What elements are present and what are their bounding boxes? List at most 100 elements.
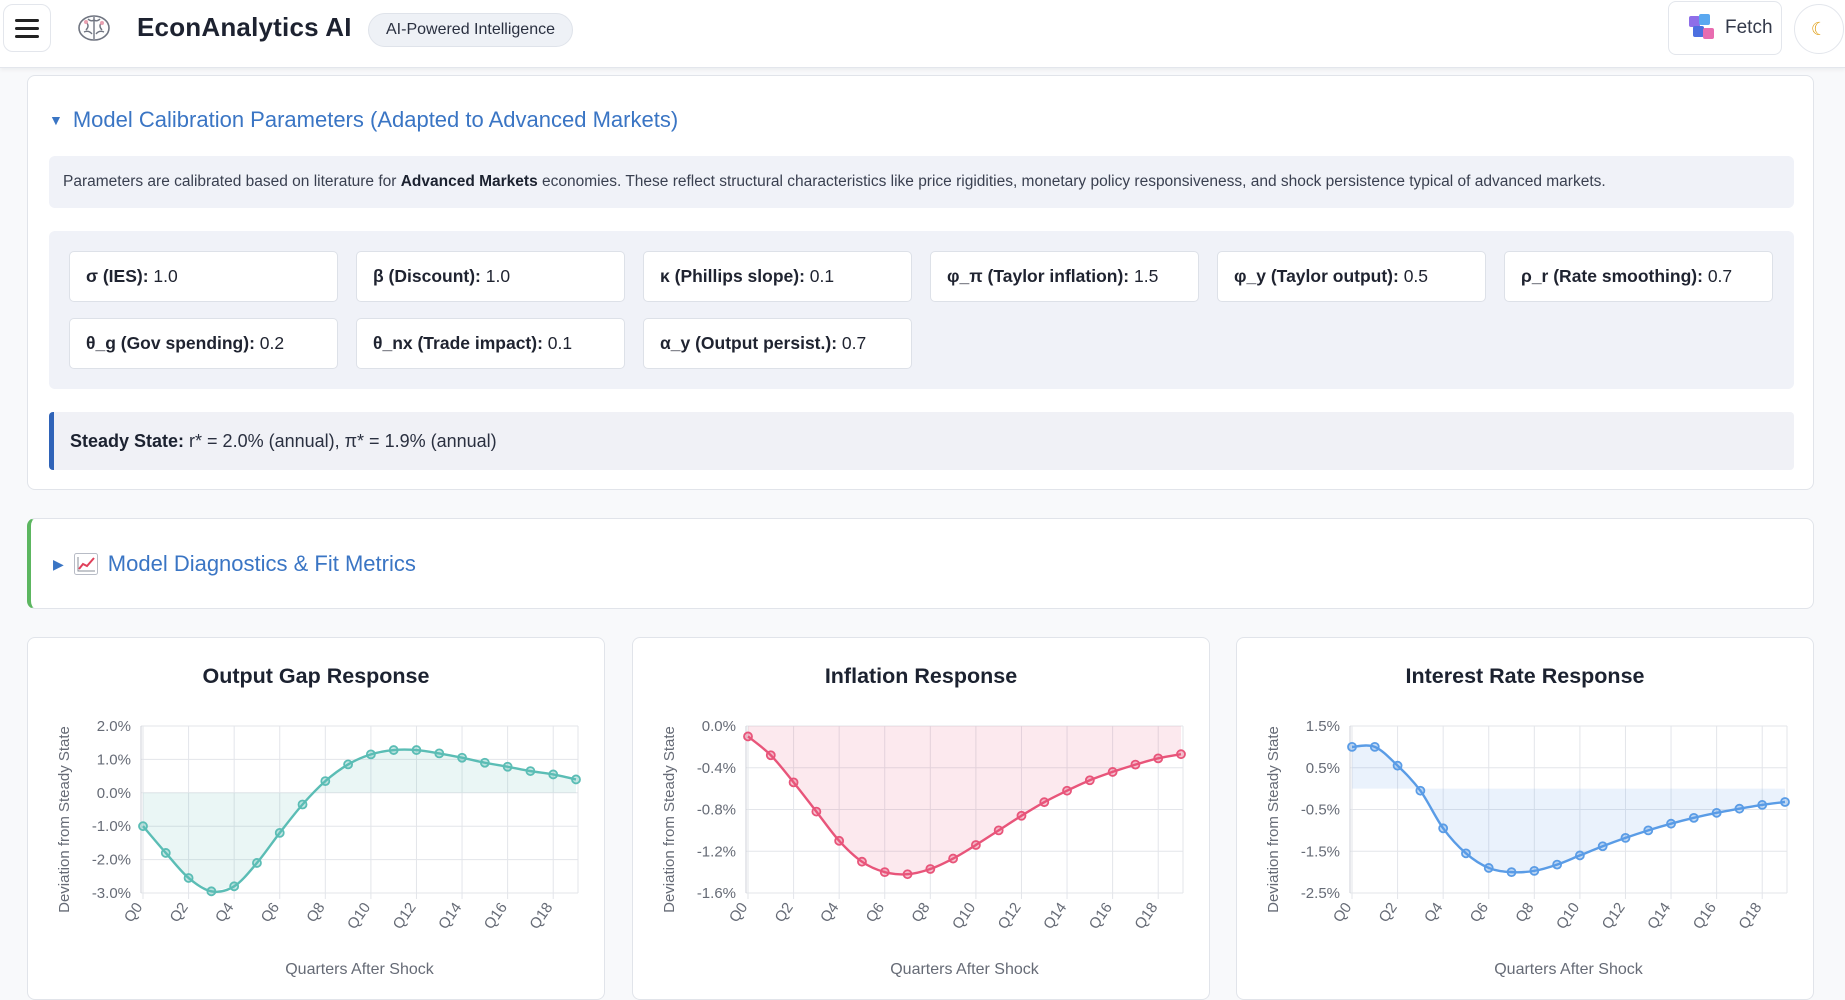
y-axis-label: Deviation from Steady State xyxy=(56,726,73,913)
fetch-button[interactable]: Fetch xyxy=(1668,1,1782,55)
param-value: 0.7 xyxy=(841,333,867,353)
menu-icon-bar xyxy=(15,18,39,22)
x-tick-label: Q12 xyxy=(1599,900,1629,933)
param-label: β (Discount): xyxy=(373,266,481,286)
cubes-icon xyxy=(1689,14,1714,39)
param-card: φ_π (Taylor inflation): 1.5 xyxy=(930,251,1199,302)
top-header: EconAnalytics AI AI-Powered Intelligence… xyxy=(0,0,1845,68)
collapse-triangle-icon: ▼ xyxy=(49,112,63,128)
data-point xyxy=(1016,810,1027,821)
calibration-toggle[interactable]: ▼ Model Calibration Parameters (Adapted … xyxy=(49,107,678,133)
x-tick-label: Q14 xyxy=(1040,900,1070,933)
param-label: φ_π (Taylor inflation): xyxy=(947,266,1130,286)
inflation-chart: 0.0% -0.4% -0.8% -1.2% -1.6%Q0 Q2 Q4 Q6 Q8 Q10 Q12… xyxy=(661,718,1186,978)
x-tick-label: Q0 xyxy=(726,900,751,926)
data-point xyxy=(343,759,354,770)
x-tick-label: Q4 xyxy=(1421,900,1446,926)
param-value: 0.1 xyxy=(547,333,573,353)
description-text-rest: economies. These reflect structural char… xyxy=(537,173,1606,190)
x-tick-label: Q12 xyxy=(390,900,420,933)
data-point xyxy=(1415,785,1426,796)
param-card: α_y (Output persist.): 0.7 xyxy=(643,318,912,369)
app-title: EconAnalytics AI xyxy=(137,12,352,42)
data-point xyxy=(274,827,285,838)
x-axis-label: Quarters After Shock xyxy=(1494,961,1644,978)
data-point xyxy=(1392,760,1403,771)
calibration-title: Model Calibration Parameters (Adapted to… xyxy=(72,107,679,132)
data-point xyxy=(206,886,217,897)
x-tick-label: Q10 xyxy=(344,900,374,933)
expand-triangle-icon: ▶ xyxy=(53,555,64,572)
data-point xyxy=(229,881,240,892)
data-point xyxy=(1757,800,1768,810)
data-point xyxy=(1153,753,1164,764)
data-point xyxy=(811,806,822,817)
x-tick-label: Q0 xyxy=(1330,900,1355,926)
data-point xyxy=(1734,803,1745,814)
data-point xyxy=(183,873,194,883)
x-tick-label: Q16 xyxy=(1086,900,1116,933)
data-point xyxy=(365,749,376,760)
data-point xyxy=(411,745,422,755)
menu-icon-bar xyxy=(15,26,39,30)
series-line xyxy=(142,748,577,893)
ai-badge: AI-Powered Intelligence xyxy=(368,13,573,47)
diagnostics-panel: ▶ Model Diagnostics & Fit Metrics xyxy=(27,518,1814,609)
theme-toggle-button[interactable]: ☾ xyxy=(1794,4,1844,54)
param-card: κ (Phillips slope): 0.1 xyxy=(643,251,912,302)
data-point xyxy=(857,856,867,867)
data-point xyxy=(1529,865,1540,876)
series-area xyxy=(143,750,576,892)
y-tick-label: 1.0% xyxy=(97,751,131,768)
data-point xyxy=(743,731,753,742)
data-point xyxy=(297,799,308,810)
data-point xyxy=(252,858,262,868)
x-tick-label: Q10 xyxy=(949,900,979,933)
param-label: σ (IES): xyxy=(86,266,149,286)
moon-icon: ☾ xyxy=(1810,18,1828,39)
calibration-panel: ▼ Model Calibration Parameters (Adapted … xyxy=(27,75,1814,490)
x-axis-label: Quarters After Shock xyxy=(285,961,435,978)
data-point xyxy=(1039,797,1050,808)
y-tick-label: 2.0% xyxy=(97,718,131,735)
data-point xyxy=(1130,759,1141,770)
data-point xyxy=(948,853,959,864)
brain-logo-icon xyxy=(78,15,110,41)
x-tick-label: Q12 xyxy=(995,900,1025,933)
diagnostics-title: Model Diagnostics & Fit Metrics xyxy=(107,551,416,576)
x-tick-label: Q0 xyxy=(121,900,146,926)
chart-increasing-icon xyxy=(73,553,98,575)
data-point xyxy=(834,835,845,846)
y-tick-label: -0.5% xyxy=(1301,802,1340,819)
param-label: θ_nx (Trade impact): xyxy=(373,333,543,353)
series-area xyxy=(748,726,1181,875)
data-point xyxy=(1688,812,1699,823)
output-gap-chart-card: Output Gap Response 2.0% 1.0% 0.0% -1.0% -2.… xyxy=(27,637,605,1000)
y-axis-label: Deviation from Steady State xyxy=(661,726,678,913)
data-point xyxy=(1369,741,1380,752)
y-tick-label: -1.0% xyxy=(92,818,131,835)
y-tick-label: -3.0% xyxy=(92,885,131,902)
data-point xyxy=(1176,749,1186,760)
x-tick-label: Q14 xyxy=(1644,900,1674,933)
chart-title: Interest Rate Response xyxy=(1405,664,1645,688)
x-tick-label: Q2 xyxy=(166,900,191,926)
x-tick-label: Q8 xyxy=(1512,900,1537,926)
param-label: θ_g (Gov spending): xyxy=(86,333,255,353)
description-text: Parameters are calibrated based on liter… xyxy=(63,173,401,190)
data-point xyxy=(1107,767,1118,777)
calibration-description: Parameters are calibrated based on liter… xyxy=(49,156,1794,208)
y-tick-label: -0.4% xyxy=(697,760,736,777)
diagnostics-toggle[interactable]: ▶ Model Diagnostics & Fit Metrics xyxy=(53,551,416,577)
y-tick-label: -1.6% xyxy=(697,885,736,902)
menu-button[interactable] xyxy=(3,4,51,52)
data-point xyxy=(548,769,559,780)
param-value: 0.5 xyxy=(1403,266,1429,286)
data-point xyxy=(1574,850,1585,861)
y-tick-label: 1.5% xyxy=(1306,718,1340,735)
param-value: 0.1 xyxy=(809,266,835,286)
interest-rate-chart: 1.5% 0.5% -0.5% -1.5% -2.5%Q0 Q2 Q4 Q6 Q8 Q10 Q12 Q… xyxy=(1265,718,1790,978)
data-point xyxy=(1666,818,1676,829)
data-point xyxy=(502,761,513,772)
interest-rate-chart-card: Interest Rate Response 1.5% 0.5% -0.5% -1.5… xyxy=(1236,637,1814,1000)
